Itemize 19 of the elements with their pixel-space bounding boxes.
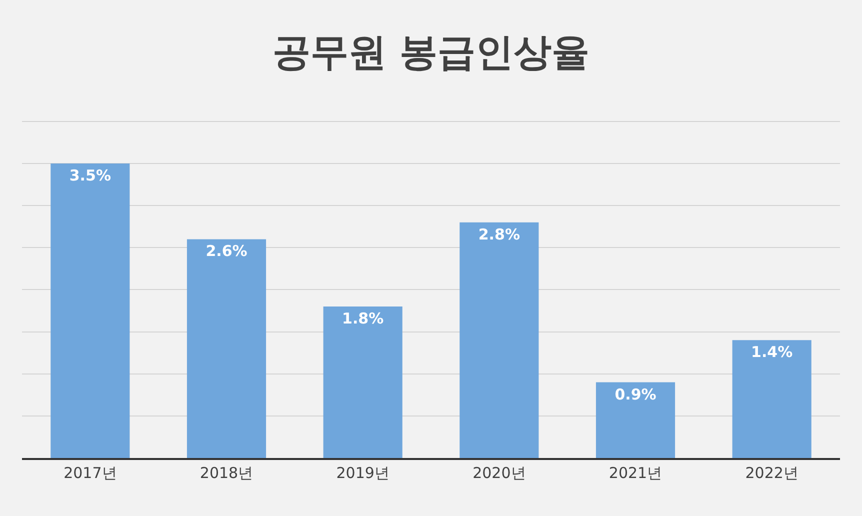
x-tick-label: 2021년 [608, 464, 662, 482]
bar [596, 382, 676, 458]
x-tick-label: 2017년 [64, 464, 117, 482]
data-label: 3.5% [69, 166, 111, 184]
bar [732, 340, 812, 458]
data-label: 0.9% [614, 385, 656, 404]
x-tick-label: 2020년 [472, 464, 526, 482]
x-tick-label: 2019년 [336, 464, 390, 482]
chart-title: 공무원 봉급인상율 [272, 30, 590, 74]
data-label: 1.4% [751, 343, 793, 362]
data-label: 2.6% [206, 242, 248, 260]
data-label: 2.8% [478, 225, 520, 244]
x-tick-label: 2022년 [745, 464, 798, 482]
bar [323, 306, 402, 458]
bar [460, 222, 539, 458]
data-label: 1.8% [342, 310, 384, 328]
bar [186, 239, 266, 458]
bar [50, 163, 130, 458]
x-tick-label: 2018년 [200, 464, 254, 482]
